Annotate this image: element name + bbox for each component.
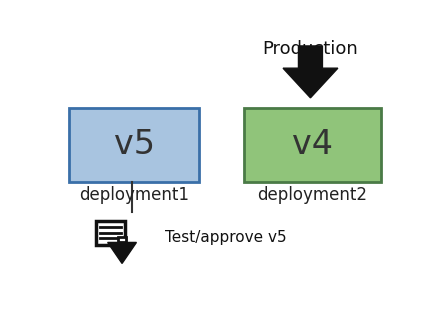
Text: v5: v5 (114, 128, 155, 161)
Polygon shape (283, 46, 338, 98)
Bar (96, 221, 126, 245)
Text: deployment1: deployment1 (79, 187, 189, 204)
Bar (244, 108, 381, 182)
Text: Production: Production (263, 40, 358, 58)
Text: v4: v4 (292, 128, 333, 161)
Text: Test/approve v5: Test/approve v5 (165, 230, 286, 245)
Bar (69, 108, 199, 182)
Text: deployment2: deployment2 (257, 187, 367, 204)
Bar (118, 237, 126, 242)
Polygon shape (108, 242, 137, 264)
